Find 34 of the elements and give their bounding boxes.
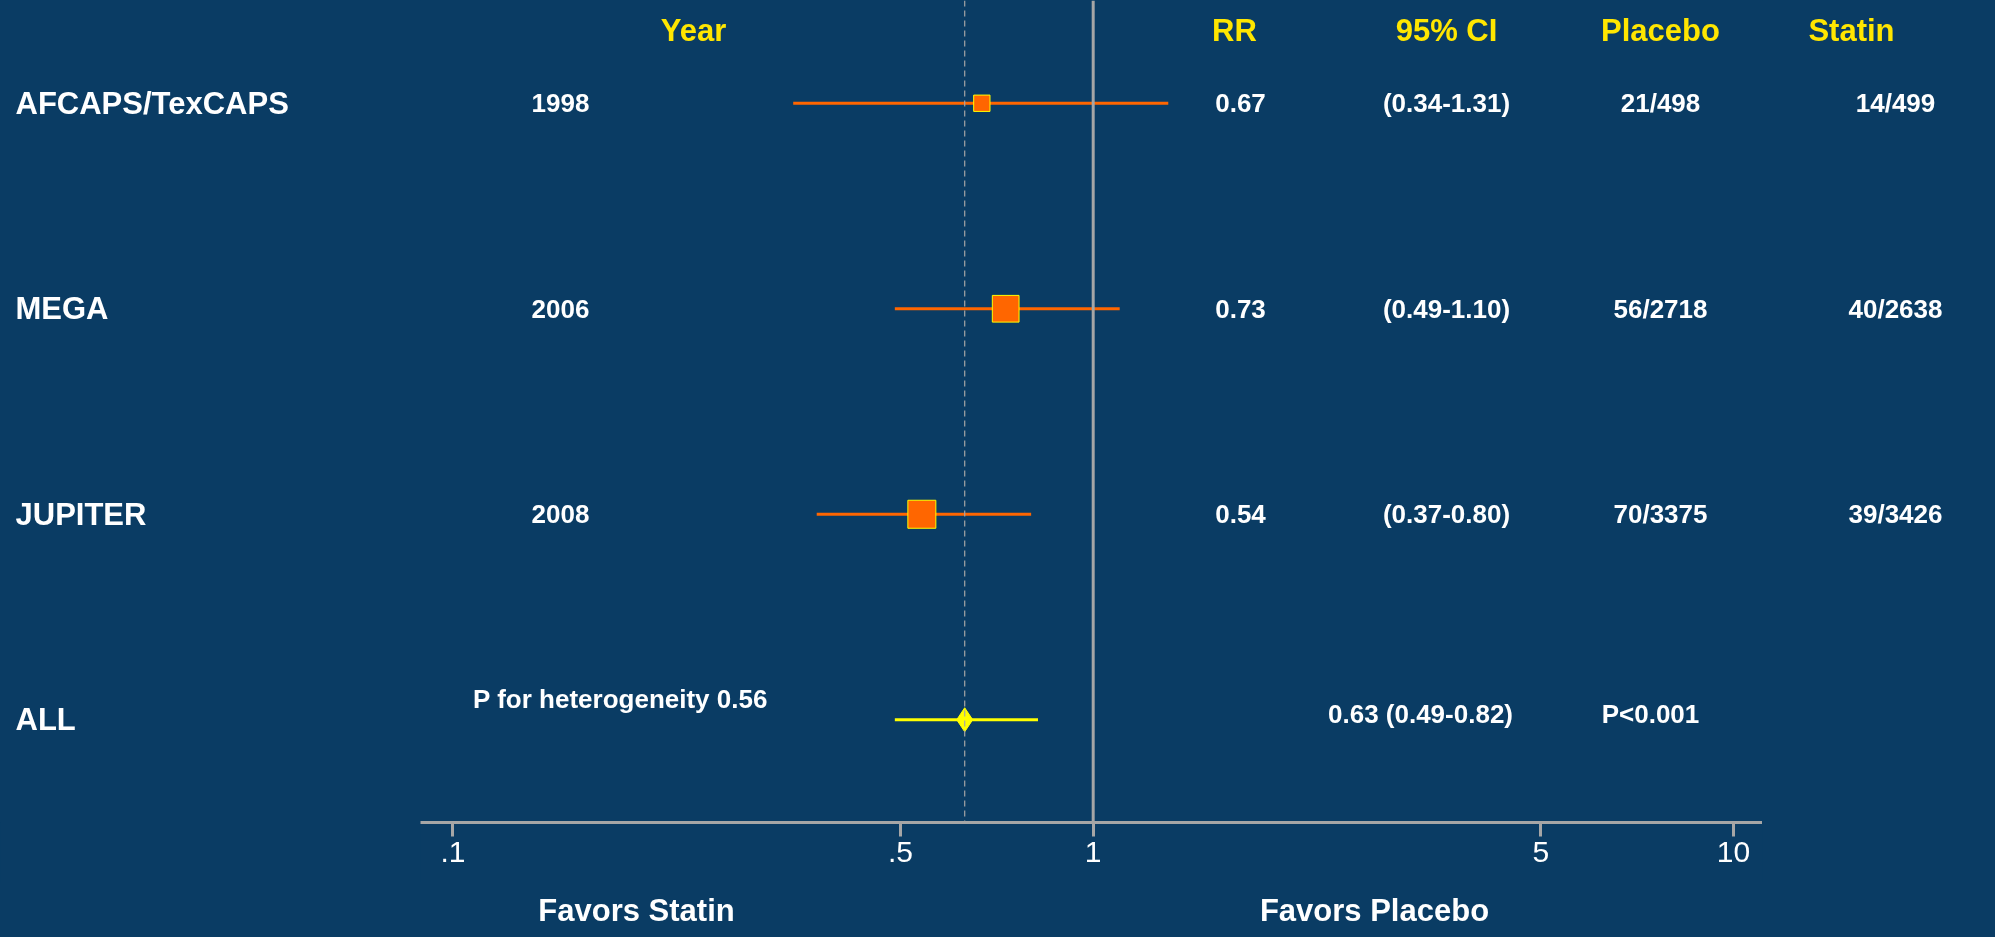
annotation: 0.54	[1215, 499, 1267, 530]
y-tick-label: JUPITER	[15, 496, 147, 532]
annotation: 0.73	[1215, 293, 1266, 324]
annotation: 0.67	[1215, 88, 1266, 119]
annotation: (0.34-1.31)	[1382, 88, 1511, 119]
text: Favors Placebo	[1259, 892, 1490, 928]
x-tick-label: .1	[440, 834, 466, 868]
x-tick-label: .5	[887, 834, 913, 868]
annotation: RR	[1212, 13, 1257, 48]
x-tick-label: 1	[1084, 834, 1102, 868]
text: 39/3426	[1848, 499, 1943, 530]
annotation: 95% CI	[1395, 13, 1498, 48]
annotation: (0.49-1.10)	[1382, 293, 1511, 324]
annotation: 0.63 (0.49-0.82)	[1328, 698, 1514, 729]
annotation: 21/498	[1620, 88, 1701, 119]
annotation: 1998	[531, 88, 590, 119]
y-tick-label: MEGA	[15, 291, 109, 327]
annotation: P<0.001	[1601, 698, 1700, 729]
annotation: 2008	[531, 499, 590, 530]
annotation: 56/2718	[1613, 293, 1708, 324]
text: Favors Statin	[538, 892, 735, 928]
annotation: (0.37-0.80)	[1382, 499, 1511, 530]
text: 40/2638	[1848, 293, 1943, 324]
annotation: P for heterogeneity 0.56	[473, 684, 768, 715]
annotation: Year	[660, 13, 727, 48]
text: 14/499	[1855, 88, 1936, 119]
text: Statin	[1808, 13, 1895, 48]
x-tick-label: 5	[1532, 834, 1550, 868]
annotation: 70/3375	[1613, 499, 1708, 530]
y-tick-label: ALL	[15, 702, 76, 738]
annotation: Placebo	[1601, 13, 1720, 48]
x-tick-label: 10	[1716, 834, 1751, 868]
annotation: 2006	[531, 293, 590, 324]
y-tick-label: AFCAPS/TexCAPS	[15, 85, 289, 121]
